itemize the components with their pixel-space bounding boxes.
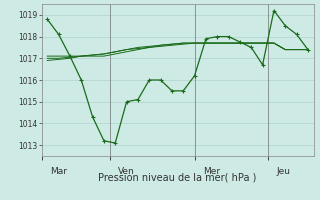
Text: Mar: Mar <box>50 167 67 176</box>
Text: Ven: Ven <box>118 167 135 176</box>
Text: Mer: Mer <box>203 167 220 176</box>
X-axis label: Pression niveau de la mer( hPa ): Pression niveau de la mer( hPa ) <box>99 173 257 183</box>
Text: Jeu: Jeu <box>276 167 291 176</box>
